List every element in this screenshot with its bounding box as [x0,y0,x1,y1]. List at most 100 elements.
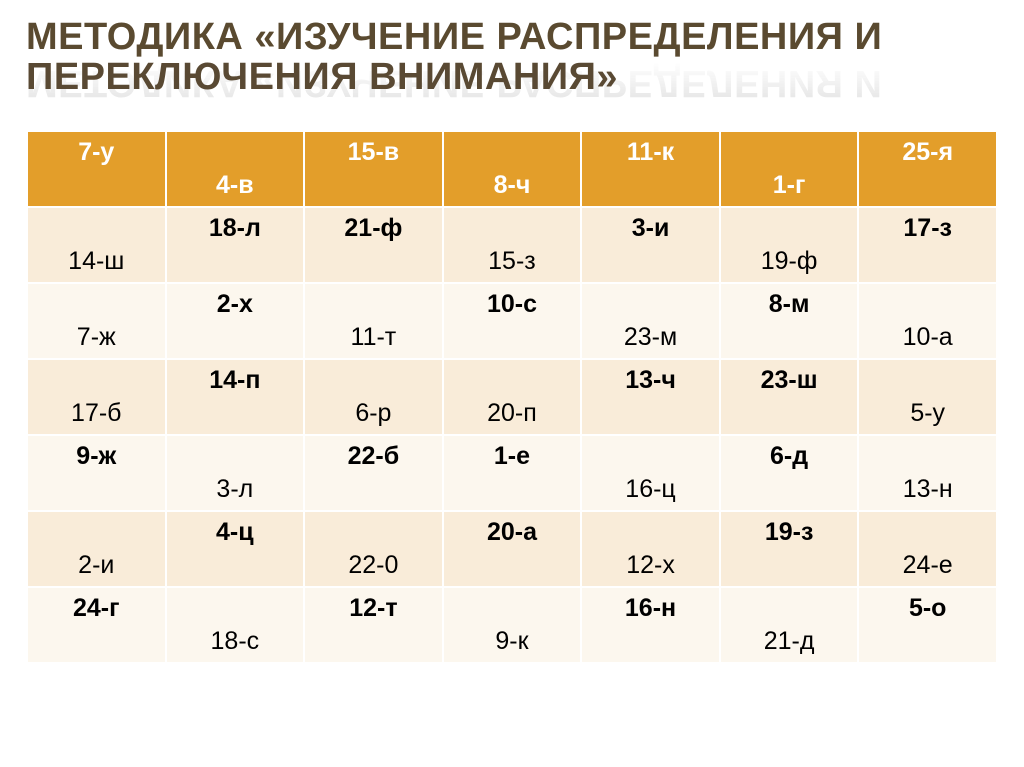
cell-top-text: 24-г [28,594,165,623]
slide: Методика «Изучение распределения и перек… [0,0,1024,767]
body-cell: 2-и [27,511,166,587]
table-row: 2-и4-ц22-020-а12-х19-з24-е [27,511,997,587]
table-body: 7-у4-в15-в8-ч11-к1-г25-я14-ш18-л21-ф15-з… [27,131,997,663]
cell-bottom-text: 15-з [444,247,581,276]
body-cell: 24-е [858,511,997,587]
body-cell: 10-с [443,283,582,359]
body-cell: 20-а [443,511,582,587]
body-cell: 16-ц [581,435,720,511]
cell-bottom-text: 14-ш [28,247,165,276]
cell-bottom-text: 11-т [305,323,442,352]
header-cell: 4-в [166,131,305,207]
cell-bottom-text: 23-м [582,323,719,352]
cell-bottom-text: 12-х [582,551,719,580]
cell-top-text: 25-я [859,138,996,167]
body-cell: 23-м [581,283,720,359]
cell-top-text: 7-у [28,138,165,167]
table-container: 7-у4-в15-в8-ч11-к1-г25-я14-ш18-л21-ф15-з… [0,106,1024,664]
body-cell: 13-ч [581,359,720,435]
body-cell: 15-з [443,207,582,283]
table-row: 17-б14-п6-р20-п13-ч23-ш5-у [27,359,997,435]
cell-top-text: 6-д [721,442,858,471]
body-cell: 7-ж [27,283,166,359]
body-cell: 4-ц [166,511,305,587]
header-cell: 25-я [858,131,997,207]
body-cell: 18-л [166,207,305,283]
cell-top-text: 17-з [859,214,996,243]
table-row: 24-г18-с12-т9-к16-н21-д5-о [27,587,997,663]
cell-bottom-text: 1-г [721,171,858,200]
cell-top-text: 15-в [305,138,442,167]
body-cell: 24-г [27,587,166,663]
cell-top-text: 18-л [167,214,304,243]
cell-top-text: 19-з [721,518,858,547]
body-cell: 2-х [166,283,305,359]
body-cell: 3-и [581,207,720,283]
body-cell: 3-л [166,435,305,511]
cell-top-text: 22-б [305,442,442,471]
body-cell: 16-н [581,587,720,663]
title-block: Методика «Изучение распределения и перек… [0,0,1024,106]
cell-bottom-text: 3-л [167,475,304,504]
cell-bottom-text: 17-б [28,399,165,428]
cell-bottom-text: 13-н [859,475,996,504]
cell-bottom-text: 4-в [167,171,304,200]
body-cell: 10-а [858,283,997,359]
body-cell: 21-д [720,587,859,663]
cell-top-text: 8-м [721,290,858,319]
cell-top-text: 12-т [305,594,442,623]
body-cell: 19-з [720,511,859,587]
body-cell: 20-п [443,359,582,435]
body-cell: 22-0 [304,511,443,587]
cell-top-text: 2-х [167,290,304,319]
cell-bottom-text: 21-д [721,627,858,656]
body-cell: 9-ж [27,435,166,511]
cell-top-text: 1-е [444,442,581,471]
body-cell: 6-р [304,359,443,435]
body-cell: 19-ф [720,207,859,283]
cell-bottom-text: 2-и [28,551,165,580]
cell-top-text: 4-ц [167,518,304,547]
cell-top-text: 3-и [582,214,719,243]
title-line-2: переключения внимания» [26,56,618,98]
header-cell: 15-в [304,131,443,207]
cell-top-text: 14-п [167,366,304,395]
body-cell: 9-к [443,587,582,663]
attention-table: 7-у4-в15-в8-ч11-к1-г25-я14-ш18-л21-ф15-з… [26,130,998,664]
cell-bottom-text: 20-п [444,399,581,428]
cell-top-text: 21-ф [305,214,442,243]
table-row: 9-ж3-л22-б1-е16-ц6-д13-н [27,435,997,511]
body-cell: 5-у [858,359,997,435]
cell-bottom-text: 9-к [444,627,581,656]
body-cell: 12-т [304,587,443,663]
cell-bottom-text: 7-ж [28,323,165,352]
cell-bottom-text: 8-ч [444,171,581,200]
slide-title: Методика «Изучение распределения и перек… [26,18,998,98]
cell-bottom-text: 19-ф [721,247,858,276]
header-cell: 1-г [720,131,859,207]
table-header-row: 7-у4-в15-в8-ч11-к1-г25-я [27,131,997,207]
body-cell: 17-з [858,207,997,283]
header-cell: 7-у [27,131,166,207]
cell-top-text: 20-а [444,518,581,547]
cell-top-text: 10-с [444,290,581,319]
body-cell: 1-е [443,435,582,511]
table-row: 14-ш18-л21-ф15-з3-и19-ф17-з [27,207,997,283]
body-cell: 13-н [858,435,997,511]
cell-bottom-text: 24-е [859,551,996,580]
cell-bottom-text: 6-р [305,399,442,428]
body-cell: 12-х [581,511,720,587]
cell-bottom-text: 5-у [859,399,996,428]
body-cell: 14-п [166,359,305,435]
body-cell: 17-б [27,359,166,435]
cell-top-text: 9-ж [28,442,165,471]
body-cell: 5-о [858,587,997,663]
body-cell: 23-ш [720,359,859,435]
cell-top-text: 5-о [859,594,996,623]
header-cell: 8-ч [443,131,582,207]
cell-bottom-text: 18-с [167,627,304,656]
body-cell: 21-ф [304,207,443,283]
cell-bottom-text: 10-а [859,323,996,352]
header-cell: 11-к [581,131,720,207]
body-cell: 22-б [304,435,443,511]
